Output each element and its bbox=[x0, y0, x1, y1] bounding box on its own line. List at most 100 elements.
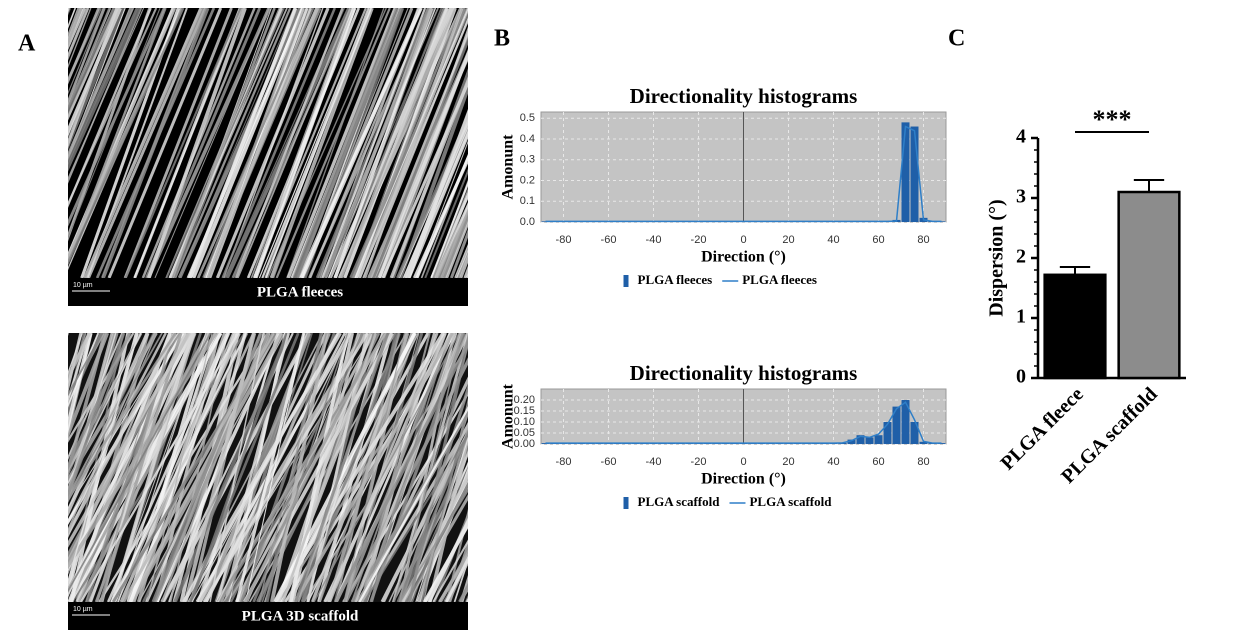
fibre bbox=[124, 8, 242, 278]
x-tick-label: 0 bbox=[740, 234, 746, 246]
fibre bbox=[0, 333, 56, 602]
fibre bbox=[68, 8, 166, 227]
fibre bbox=[445, 508, 468, 602]
fibre bbox=[354, 8, 468, 278]
x-tick-label: 80 bbox=[917, 456, 929, 468]
fibre bbox=[68, 8, 90, 61]
fibre bbox=[424, 168, 468, 278]
y-tick-label: 1 bbox=[1016, 306, 1026, 328]
fibre bbox=[478, 333, 550, 602]
fibre bbox=[234, 8, 344, 278]
fibre bbox=[68, 8, 100, 85]
fibre bbox=[277, 333, 454, 602]
x-tick-label: 40 bbox=[827, 234, 839, 246]
y-tick-label: 0.2 bbox=[520, 174, 535, 186]
y-tick-label: 0.0 bbox=[520, 216, 535, 228]
fibre bbox=[68, 8, 142, 172]
fibre bbox=[465, 597, 468, 602]
fibre bbox=[146, 333, 213, 602]
x-tick-label: -40 bbox=[646, 456, 662, 468]
fibre bbox=[424, 519, 468, 602]
fibre bbox=[334, 339, 468, 602]
fibre bbox=[0, 333, 58, 602]
fibre bbox=[358, 405, 468, 602]
fibre bbox=[68, 333, 156, 532]
fibre bbox=[436, 203, 468, 278]
fibre bbox=[68, 333, 177, 538]
fibre bbox=[261, 333, 349, 602]
legend-swatch bbox=[623, 275, 629, 287]
fibre bbox=[111, 333, 194, 602]
fibre bbox=[68, 333, 131, 478]
fibre bbox=[458, 582, 468, 602]
fibre bbox=[416, 467, 468, 602]
fibre bbox=[68, 333, 212, 593]
fibre bbox=[448, 539, 468, 602]
bar bbox=[1117, 190, 1181, 380]
image-caption: PLGA fleeces bbox=[257, 284, 343, 300]
bar bbox=[892, 406, 901, 444]
legend-label: PLGA fleeces bbox=[742, 272, 817, 287]
fibre bbox=[68, 8, 77, 30]
fibre bbox=[0, 333, 63, 602]
fibre bbox=[428, 427, 468, 602]
fibre bbox=[101, 8, 210, 278]
fibre bbox=[188, 333, 300, 602]
fibre bbox=[123, 8, 233, 278]
fibre bbox=[412, 155, 468, 278]
fibre bbox=[68, 8, 177, 260]
y-tick-label: 0.3 bbox=[520, 154, 535, 166]
fibre bbox=[244, 333, 381, 602]
chart-title: Directionality histograms bbox=[630, 361, 858, 385]
y-tick-label: 0.15 bbox=[514, 405, 535, 417]
legend-label: PLGA scaffold bbox=[638, 494, 721, 509]
fibre bbox=[265, 8, 372, 278]
fibre bbox=[437, 208, 468, 278]
fibre bbox=[351, 8, 463, 278]
fibre bbox=[281, 333, 378, 602]
fibre bbox=[496, 333, 565, 602]
fibre bbox=[160, 333, 311, 602]
fibre bbox=[68, 333, 132, 471]
fibre bbox=[146, 8, 247, 278]
fibre bbox=[293, 333, 454, 602]
fibre bbox=[68, 333, 90, 404]
y-tick-label: 0.10 bbox=[514, 416, 535, 428]
fibre bbox=[68, 333, 83, 394]
y-tick-label: 0.00 bbox=[514, 438, 535, 450]
y-tick-label: 0.5 bbox=[520, 112, 535, 124]
fibre bbox=[252, 8, 356, 278]
fibre bbox=[273, 8, 372, 278]
fibre bbox=[165, 8, 285, 278]
fibre bbox=[68, 8, 158, 207]
fibre bbox=[221, 8, 336, 278]
fibre bbox=[68, 8, 161, 240]
fibre bbox=[68, 8, 81, 41]
bar bbox=[865, 437, 874, 444]
y-tick-label: 2 bbox=[1016, 246, 1026, 268]
panel-label: B bbox=[494, 26, 510, 52]
y-tick-label: 0.20 bbox=[514, 394, 535, 406]
fibre bbox=[68, 333, 104, 397]
annotation: *** bbox=[1093, 105, 1132, 134]
fibre bbox=[99, 333, 183, 602]
x-tick-label: 0 bbox=[740, 456, 746, 468]
bar bbox=[901, 400, 910, 444]
fibre bbox=[438, 549, 468, 602]
x-tick-label: 80 bbox=[917, 234, 929, 246]
fibre bbox=[286, 8, 385, 278]
fibre bbox=[0, 333, 54, 602]
scale-bar: 10 µm bbox=[73, 606, 93, 613]
fibre bbox=[83, 8, 204, 278]
fibre bbox=[466, 598, 468, 602]
fibre bbox=[68, 8, 81, 42]
fibre bbox=[191, 8, 305, 278]
fibre bbox=[235, 333, 306, 602]
fibre bbox=[292, 8, 400, 278]
fibre bbox=[0, 333, 53, 602]
x-tick-label: -80 bbox=[556, 456, 572, 468]
fibre bbox=[494, 333, 613, 602]
fibre bbox=[68, 333, 135, 443]
fibre bbox=[326, 8, 445, 278]
fibre bbox=[430, 180, 468, 278]
